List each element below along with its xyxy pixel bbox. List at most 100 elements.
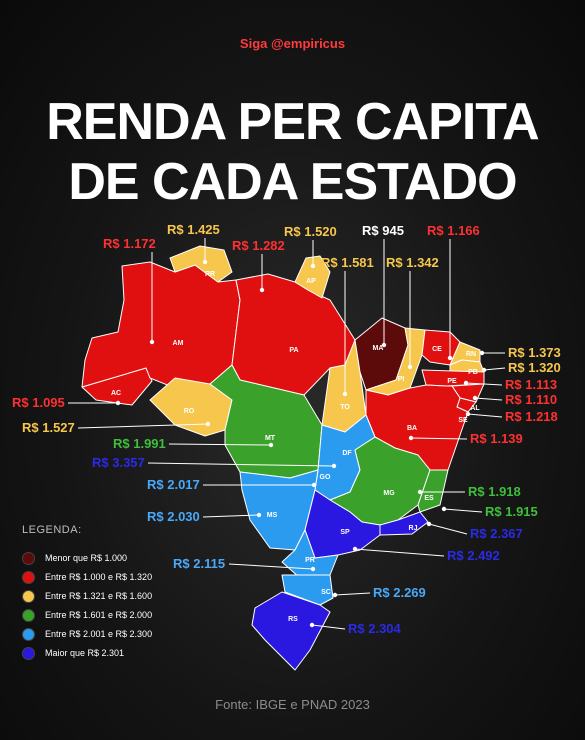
value-label-sp: R$ 2.492 bbox=[447, 548, 500, 563]
value-label-ba: R$ 1.139 bbox=[470, 431, 523, 446]
state-ap bbox=[294, 255, 331, 299]
leader-dot-rr bbox=[202, 259, 208, 265]
leader-dot-pb bbox=[481, 367, 487, 373]
leader-dot-es bbox=[441, 506, 447, 512]
leader-line-pr bbox=[228, 563, 314, 570]
tagline[interactable]: Siga @empiricus bbox=[239, 36, 346, 51]
legend-label: Entre R$ 1.000 e R$ 1.320 bbox=[45, 572, 153, 582]
value-label-ma: R$ 945 bbox=[362, 223, 404, 238]
leader-line-se bbox=[467, 413, 503, 418]
title-line-2: DE CADA ESTADO bbox=[68, 153, 517, 211]
state-rs bbox=[251, 591, 331, 671]
leader-dot-pa bbox=[259, 287, 265, 293]
leader-dot-sp bbox=[352, 546, 358, 552]
value-label-pb: R$ 1.320 bbox=[508, 360, 561, 375]
value-label-pa: R$ 1.282 bbox=[232, 238, 285, 253]
leader-dot-pi bbox=[407, 364, 413, 370]
legend-label: Menor que R$ 1.000 bbox=[45, 553, 128, 563]
leader-dot-ce bbox=[447, 355, 453, 361]
state-abbr-es: ES bbox=[424, 495, 434, 502]
state-abbr-rs: RS bbox=[288, 616, 298, 623]
state-abbr-sp: SP bbox=[340, 529, 350, 536]
state-abbr-al: AL bbox=[470, 405, 480, 412]
value-label-ap: R$ 1.520 bbox=[284, 224, 337, 239]
value-label-rj: R$ 2.367 bbox=[470, 526, 523, 541]
legend-swatch bbox=[22, 646, 35, 660]
states-layer bbox=[81, 245, 485, 671]
state-abbr-rn: RN bbox=[466, 351, 476, 358]
leader-dot-ma bbox=[381, 342, 387, 348]
leader-dot-mg bbox=[417, 489, 423, 495]
state-abbr-to: TO bbox=[340, 404, 350, 411]
leader-lines bbox=[68, 238, 506, 630]
source-note: Fonte: IBGE e PNAD 2023 bbox=[215, 697, 370, 712]
state-abbr-ma: MA bbox=[373, 345, 384, 352]
leader-line-df bbox=[147, 462, 335, 467]
legend-item: Menor que R$ 1.000 bbox=[22, 551, 127, 565]
state-abbr-pi: PI bbox=[398, 376, 405, 383]
leader-dot-ms bbox=[256, 512, 262, 518]
value-label-es: R$ 1.915 bbox=[485, 504, 538, 519]
leader-dot-to bbox=[342, 391, 348, 397]
legend-item: Entre R$ 2.001 e R$ 2.300 bbox=[22, 627, 152, 641]
state-abbr-mg: MG bbox=[383, 490, 395, 497]
value-label-al: R$ 1.110 bbox=[505, 392, 557, 407]
leader-line-es bbox=[443, 508, 483, 513]
leader-dot-pr bbox=[310, 566, 316, 572]
value-label-pi: R$ 1.342 bbox=[386, 255, 439, 270]
leader-dot-rn bbox=[479, 350, 485, 356]
legend-label: Maior que R$ 2.301 bbox=[45, 648, 125, 658]
legend-label: Entre R$ 2.001 e R$ 2.300 bbox=[45, 629, 153, 639]
leader-dot-ba bbox=[408, 435, 414, 441]
value-label-am: R$ 1.172 bbox=[103, 236, 156, 251]
legend-swatch bbox=[22, 551, 35, 565]
state-abbr-go: GO bbox=[320, 474, 331, 481]
state-abbr-pa: PA bbox=[289, 347, 298, 354]
value-label-mg: R$ 1.918 bbox=[468, 484, 521, 499]
state-abbr-am: AM bbox=[173, 340, 184, 347]
state-abbr-mt: MT bbox=[265, 435, 276, 442]
state-abbr-rr: RR bbox=[205, 271, 215, 278]
state-es bbox=[417, 469, 449, 513]
state-abbr-pr: PR bbox=[305, 557, 315, 564]
value-label-ac: R$ 1.095 bbox=[12, 395, 65, 410]
value-label-go: R$ 2.017 bbox=[147, 477, 200, 492]
value-label-rr: R$ 1.425 bbox=[167, 222, 220, 237]
leader-line-al bbox=[474, 397, 503, 401]
legend-item: Entre R$ 1.000 e R$ 1.320 bbox=[22, 570, 152, 584]
state-abbr-ro: RO bbox=[184, 408, 195, 415]
state-abbr-sc: SC bbox=[321, 589, 331, 596]
state-abbr-pe: PE bbox=[447, 378, 457, 385]
state-abbr-pb: PB bbox=[468, 369, 478, 376]
legend-swatch bbox=[22, 608, 35, 622]
legend-item: Maior que R$ 2.301 bbox=[22, 646, 124, 660]
leader-dot-ap bbox=[310, 263, 316, 269]
state-abbr-ac: AC bbox=[111, 390, 121, 397]
state-pr bbox=[281, 529, 339, 579]
state-abbr-df: DF bbox=[342, 450, 352, 457]
leader-dot-rs bbox=[309, 622, 315, 628]
leader-line-sc bbox=[334, 592, 371, 596]
leader-dot-ac bbox=[115, 400, 121, 406]
state-am bbox=[81, 261, 241, 391]
leader-dot-al bbox=[472, 395, 478, 401]
state-sc bbox=[281, 574, 334, 606]
value-label-to: R$ 1.581 bbox=[321, 255, 374, 270]
value-label-se: R$ 1.218 bbox=[505, 409, 558, 424]
legend-label: Entre R$ 1.601 e R$ 2.000 bbox=[45, 610, 153, 620]
value-label-df: R$ 3.357 bbox=[92, 455, 145, 470]
legend-swatch bbox=[22, 589, 35, 603]
leader-line-ro bbox=[77, 423, 209, 429]
legend-label: Entre R$ 1.321 e R$ 1.600 bbox=[45, 591, 153, 601]
state-abbr-rj: RJ bbox=[409, 525, 418, 532]
state-abbr-ms: MS bbox=[267, 512, 278, 519]
state-abbr-se: SE bbox=[458, 417, 468, 424]
leader-line-pb bbox=[483, 367, 506, 371]
leader-dot-mt bbox=[268, 442, 274, 448]
legend-item: Entre R$ 1.321 e R$ 1.600 bbox=[22, 589, 152, 603]
leader-dot-sc bbox=[332, 592, 338, 598]
leader-dot-ro bbox=[205, 421, 211, 427]
value-label-ms: R$ 2.030 bbox=[147, 509, 200, 524]
